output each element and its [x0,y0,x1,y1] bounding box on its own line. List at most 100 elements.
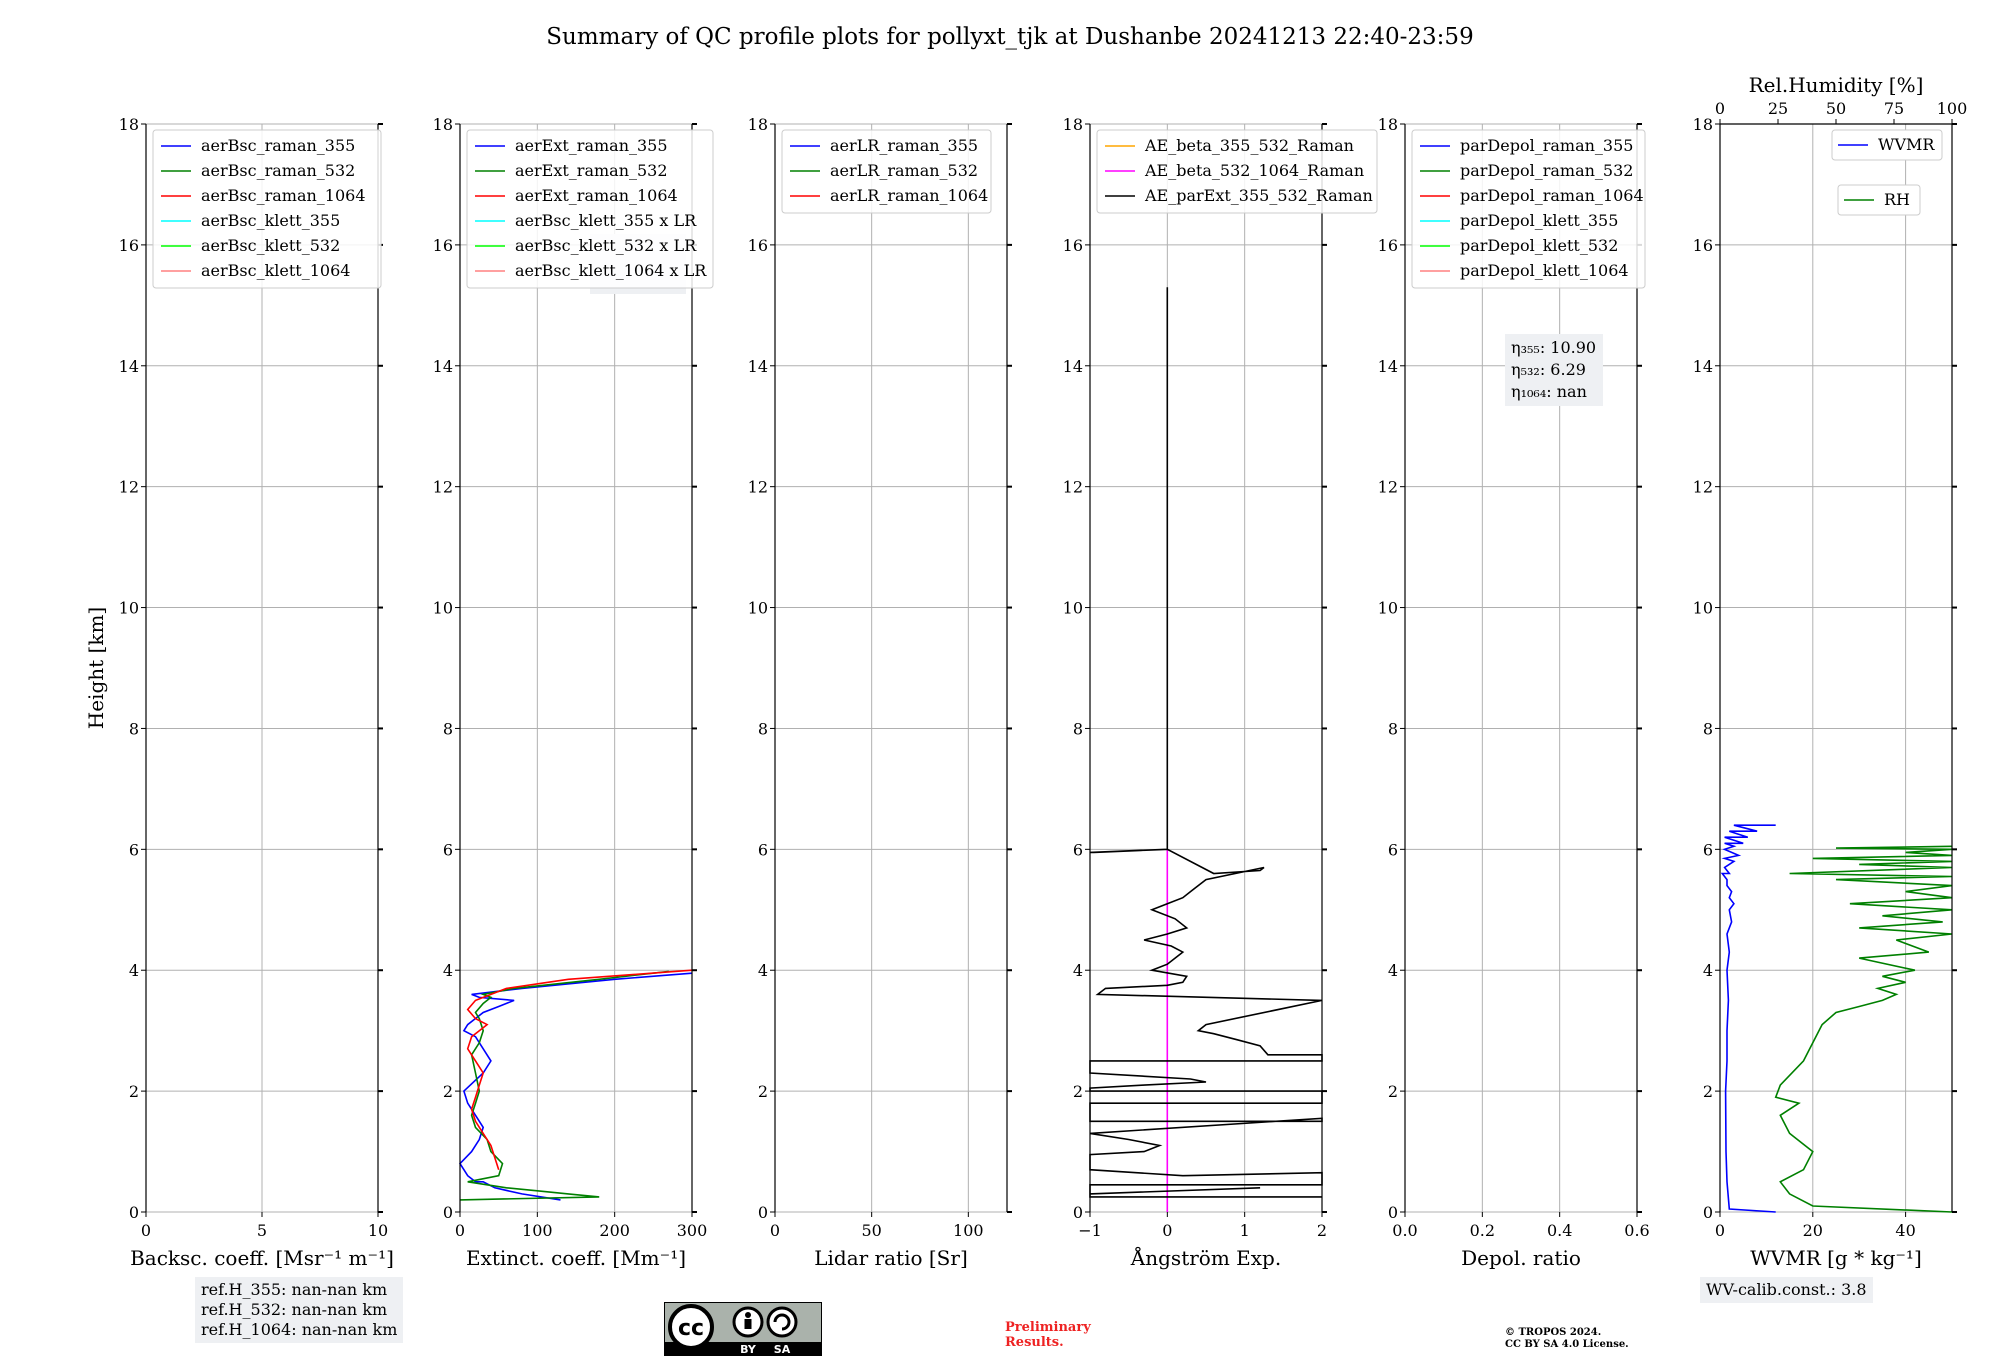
legend-label: AE_parExt_355_532_Raman [1144,186,1373,205]
y-tick-label: 0 [129,1203,139,1222]
y-tick-label: 12 [433,478,453,497]
legend-box [1411,129,1646,289]
legend-label: aerBsc_raman_1064 [201,186,366,205]
y-tick-label: 10 [433,599,453,618]
y-tick-label: 6 [758,840,768,859]
legend-label: aerBsc_klett_532 [201,236,340,255]
y-tick-label: 12 [1063,478,1083,497]
y-tick-label: 14 [119,357,139,376]
x-tick-label: 0.6 [1624,1221,1649,1240]
x-tick-label: 0.0 [1392,1221,1417,1240]
panel-lidar_ratio: 0 2 4 6 8 10 12 14 16 18 0 50 100 Lidar ratio [Sr] aer… [748,115,1012,1270]
y-tick-label: 6 [1703,840,1713,859]
legend-box [781,129,992,214]
x-axis-label: Backsc. coeff. [Msr⁻¹ m⁻¹] [130,1246,394,1270]
y-tick-label: 12 [748,478,768,497]
legend-label: parDepol_klett_355 [1460,211,1618,230]
y-tick-label: 10 [1063,599,1083,618]
y-tick-label: 16 [748,236,768,255]
x-tick-label: 100 [522,1221,553,1240]
x-tick-label: 20 [1803,1221,1823,1240]
x-tick-label: 10 [368,1221,388,1240]
y-tick-label: 2 [1073,1082,1083,1101]
y-tick-label: 4 [758,961,768,980]
legend-label: WVMR [1878,135,1935,154]
y-tick-label: 10 [1378,599,1398,618]
copyright-line-2: CC BY SA 4.0 License. [1505,1339,1629,1350]
y-tick-label: 14 [433,357,453,376]
y-tick-label: 18 [748,115,768,134]
panel-depol: 0 2 4 6 8 10 12 14 16 18 0.0 0.2 0.4 0.6 Depol. ratio p… [1378,115,1650,1270]
top-x-tick-label: 75 [1884,99,1904,118]
y-tick-label: 2 [129,1082,139,1101]
y-tick-label: 4 [129,961,139,980]
eta-annotation-eta532: η₅₃₂: 6.29 [1511,360,1586,379]
top-x-axis-label: Rel.Humidity [%] [1749,73,1924,97]
y-tick-label: 18 [1063,115,1083,134]
y-tick-label: 8 [1703,719,1713,738]
series-line-RH [1774,845,1953,1213]
eta-annotation-eta355: η₃₅₅: 10.90 [1511,338,1596,357]
y-tick-label: 10 [748,599,768,618]
legend-label: parDepol_klett_532 [1460,236,1618,255]
series-line-aerExt_raman_355 [458,972,693,1201]
legend-label: aerBsc_raman_355 [201,136,355,155]
y-tick-label: 18 [1693,115,1713,134]
copyright-line-1: © TROPOS 2024. [1505,1327,1602,1338]
y-tick-label: 16 [119,236,139,255]
x-tick-label: 0 [455,1221,465,1240]
x-tick-label: −1 [1078,1221,1102,1240]
x-tick-label: 0 [141,1221,151,1240]
legend-label: parDepol_raman_1064 [1460,186,1644,205]
ref-height-1064: ref.H_1064: nan-nan km [201,1320,398,1339]
cc-badge-cc-circle [668,1304,714,1350]
x-tick-label: 0 [1715,1221,1725,1240]
y-tick-label: 2 [443,1082,453,1101]
y-tick-label: 14 [748,357,768,376]
y-tick-label: 0 [1073,1203,1083,1222]
wv-calib-box: WV-calib.const.: 3.8 [1700,1277,1873,1303]
x-tick-label: 0 [770,1221,780,1240]
reference-heights-box: ref.H_355: nan-nan km ref.H_532: nan-nan… [195,1277,404,1343]
y-tick-label: 10 [119,599,139,618]
legend-label: RH [1884,190,1910,209]
x-axis-label: Extinct. coeff. [Mm⁻¹] [466,1246,686,1270]
top-x-tick-label: 100 [1937,99,1968,118]
top-x-tick-label: 25 [1768,99,1788,118]
top-x-tick-label: 0 [1715,99,1725,118]
legend-label: aerExt_raman_355 [515,136,668,155]
y-tick-label: 14 [1063,357,1083,376]
panel-backscatter: 0 2 4 6 8 10 12 14 16 18 0 5 10 Backsc. coeff. [Msr⁻¹… [84,115,394,1270]
y-tick-label: 10 [1693,599,1713,618]
y-tick-label: 4 [1703,961,1713,980]
legend-label: aerLR_raman_532 [830,161,978,180]
y-tick-label: 12 [1378,478,1398,497]
cc-badge-sa-text: SA [774,1343,791,1356]
cc-badge-sa-icon [766,1306,798,1338]
y-tick-label: 6 [443,840,453,859]
legend-label: aerBsc_raman_532 [201,161,355,180]
y-tick-label: 12 [119,478,139,497]
y-tick-label: 0 [1703,1203,1713,1222]
y-tick-label: 14 [1378,357,1398,376]
y-tick-label: 8 [1388,719,1398,738]
y-tick-label: 12 [1693,478,1713,497]
y-tick-label: 18 [433,115,453,134]
x-tick-label: 0.2 [1470,1221,1495,1240]
legend-label: parDepol_raman_532 [1460,161,1633,180]
y-tick-label: 18 [1378,115,1398,134]
cc-badge-by-text: BY [740,1343,757,1356]
legend-label: aerExt_raman_1064 [515,186,678,205]
y-tick-label: 6 [1073,840,1083,859]
cc-badge-cc-text: cc [678,1316,704,1341]
legend-label: aerBsc_klett_355 [201,211,340,230]
legend-box [152,129,382,289]
x-tick-label: 1 [1240,1221,1250,1240]
preliminary-results-note: Preliminary Results. [1005,1320,1091,1350]
x-tick-label: 100 [953,1221,984,1240]
legend-label: parDepol_klett_1064 [1460,261,1629,280]
y-tick-label: 8 [758,719,768,738]
preliminary-line-2: Results. [1005,1335,1064,1350]
legend-label: aerLR_raman_355 [830,136,978,155]
